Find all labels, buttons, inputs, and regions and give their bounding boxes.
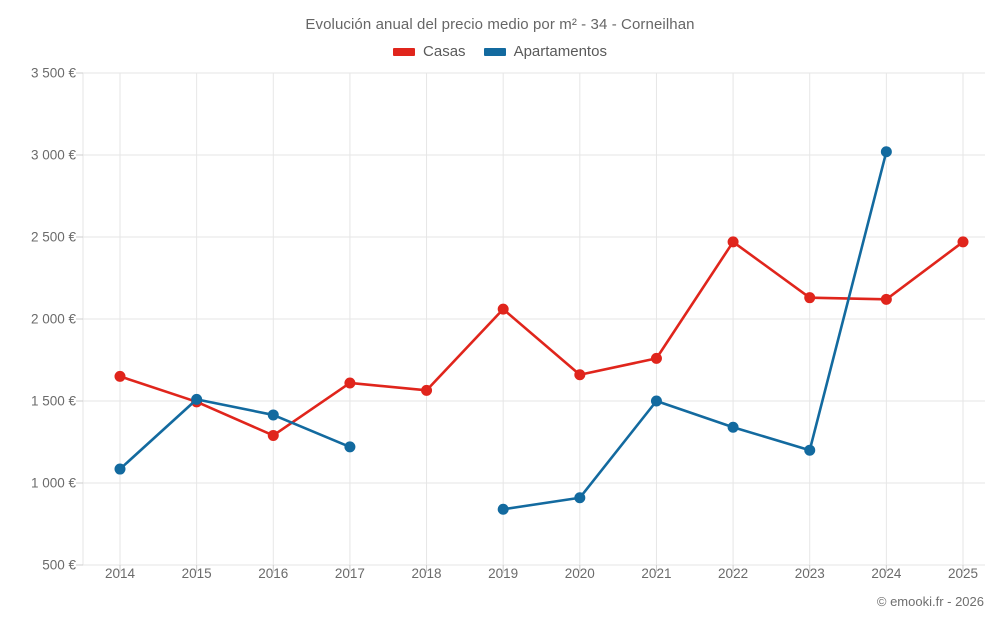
x-tick-label: 2020 bbox=[564, 566, 595, 581]
y-tick-label: 1 500 € bbox=[30, 393, 76, 409]
x-tick-label: 2014 bbox=[104, 566, 136, 581]
x-tick-label: 2022 bbox=[718, 566, 749, 581]
y-tick-label: 3 000 € bbox=[30, 147, 76, 163]
data-point bbox=[497, 303, 509, 315]
data-point bbox=[727, 236, 739, 248]
data-point bbox=[497, 503, 509, 515]
legend-swatch-icon bbox=[393, 47, 416, 56]
series-casas bbox=[114, 236, 969, 441]
data-point bbox=[804, 292, 816, 304]
legend-item-casas[interactable]: Casas bbox=[393, 43, 466, 60]
legend-swatch-icon bbox=[483, 47, 506, 56]
y-tick-label: 500 € bbox=[42, 557, 76, 573]
x-tick-label: 2025 bbox=[947, 566, 979, 581]
x-tick-label: 2018 bbox=[411, 566, 442, 581]
x-tick-label: 2023 bbox=[794, 566, 825, 581]
data-point bbox=[650, 395, 662, 407]
data-point bbox=[114, 463, 126, 475]
copyright-credit: © emooki.fr - 2026 bbox=[876, 594, 984, 609]
legend-label-apartamentos: Apartamentos bbox=[513, 43, 607, 60]
x-tick-label: 2015 bbox=[181, 566, 212, 581]
legend-label-casas: Casas bbox=[423, 43, 466, 60]
x-tick-label: 2017 bbox=[334, 566, 365, 581]
data-point bbox=[344, 377, 356, 389]
data-point bbox=[574, 492, 586, 504]
data-point bbox=[344, 441, 356, 453]
y-tick-label: 1 000 € bbox=[30, 475, 76, 491]
data-point bbox=[191, 393, 203, 405]
page-title: Evolución anual del precio medio por m² … bbox=[305, 16, 695, 33]
data-point bbox=[267, 429, 279, 441]
data-point bbox=[574, 369, 586, 381]
data-point bbox=[880, 146, 892, 158]
data-point bbox=[267, 409, 279, 421]
x-tick-label: 2016 bbox=[258, 566, 289, 581]
data-point bbox=[880, 293, 892, 305]
series-apartamentos bbox=[114, 146, 892, 515]
x-tick-label: 2019 bbox=[488, 566, 519, 581]
data-point bbox=[650, 352, 662, 364]
x-tick-label: 2021 bbox=[641, 566, 672, 581]
legend-item-apartamentos[interactable]: Apartamentos bbox=[483, 43, 607, 60]
data-point bbox=[727, 421, 739, 433]
y-tick-label: 3 500 € bbox=[30, 65, 76, 81]
y-tick-label: 2 500 € bbox=[30, 229, 76, 245]
data-point bbox=[421, 384, 433, 396]
chart-legend: Casas Apartamentos bbox=[0, 43, 1000, 60]
x-tick-label: 2024 bbox=[871, 566, 902, 581]
data-point bbox=[957, 236, 969, 248]
data-point bbox=[804, 444, 816, 456]
y-tick-label: 2 000 € bbox=[30, 311, 76, 327]
y-axis: 500 € 1 000 € 1 500 € 2 000 € 2 500 € 3 000 €… bbox=[0, 0, 76, 625]
data-point bbox=[114, 370, 126, 382]
